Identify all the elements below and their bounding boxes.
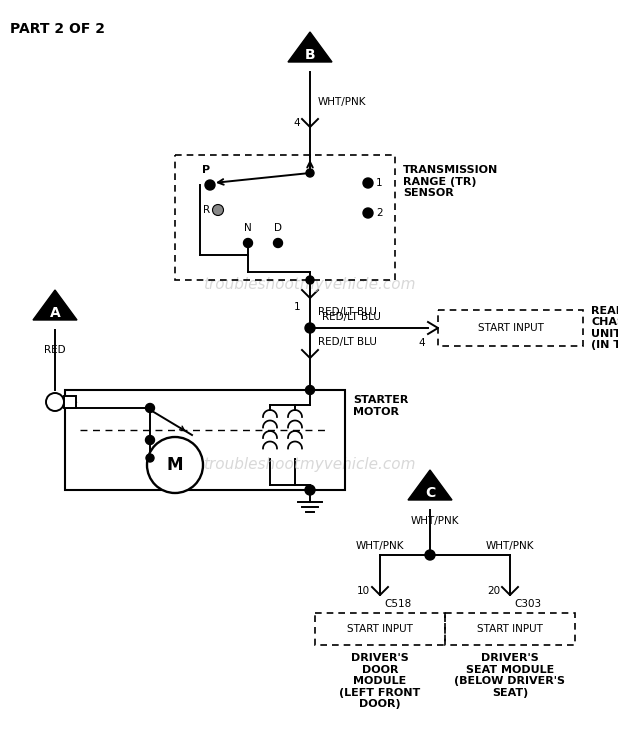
Circle shape xyxy=(306,169,314,177)
Polygon shape xyxy=(288,32,332,62)
Text: WHT/PNK: WHT/PNK xyxy=(356,541,404,551)
Bar xyxy=(65,390,345,490)
Text: DRIVER'S
SEAT MODULE
(BELOW DRIVER'S
SEAT): DRIVER'S SEAT MODULE (BELOW DRIVER'S SEA… xyxy=(454,653,565,698)
Text: TRANSMISSION
RANGE (TR)
SENSOR: TRANSMISSION RANGE (TR) SENSOR xyxy=(403,165,498,198)
Circle shape xyxy=(306,276,314,284)
Circle shape xyxy=(205,180,215,190)
Text: WHT/PNK: WHT/PNK xyxy=(411,516,459,526)
Circle shape xyxy=(305,386,315,394)
Bar xyxy=(64,396,76,408)
Text: troubleshootmyvehicle.com: troubleshootmyvehicle.com xyxy=(203,458,415,472)
Text: PART 2 OF 2: PART 2 OF 2 xyxy=(10,22,105,36)
Text: C303: C303 xyxy=(514,599,541,609)
Bar xyxy=(438,310,583,346)
Circle shape xyxy=(147,437,203,493)
Polygon shape xyxy=(408,470,452,500)
Text: 1: 1 xyxy=(294,302,300,312)
Text: troubleshootmyvehicle.com: troubleshootmyvehicle.com xyxy=(203,278,415,292)
Circle shape xyxy=(213,205,224,215)
Text: P: P xyxy=(202,165,210,175)
Circle shape xyxy=(363,178,373,188)
Bar xyxy=(175,155,395,280)
Circle shape xyxy=(274,238,282,248)
Text: RED: RED xyxy=(44,345,66,355)
Text: 4: 4 xyxy=(294,118,300,128)
Text: WHT/PNK: WHT/PNK xyxy=(318,97,366,107)
Circle shape xyxy=(146,454,154,462)
Polygon shape xyxy=(33,290,77,320)
Bar xyxy=(315,613,445,645)
Text: C: C xyxy=(425,486,435,500)
Circle shape xyxy=(305,485,315,495)
Text: D: D xyxy=(274,223,282,233)
Text: STARTER
MOTOR: STARTER MOTOR xyxy=(353,395,408,416)
Text: A: A xyxy=(49,306,61,320)
Text: RED/LT BLU: RED/LT BLU xyxy=(318,307,377,317)
Circle shape xyxy=(305,323,315,333)
Text: WHT/PNK: WHT/PNK xyxy=(486,541,534,551)
Text: RED/LT BLU: RED/LT BLU xyxy=(318,337,377,347)
Text: START INPUT: START INPUT xyxy=(477,624,543,634)
Text: REAR
CHASSIS
UNIT
(IN TRUNK): REAR CHASSIS UNIT (IN TRUNK) xyxy=(591,305,618,350)
Text: 4: 4 xyxy=(418,338,425,348)
Circle shape xyxy=(243,238,253,248)
Circle shape xyxy=(46,393,64,411)
Text: B: B xyxy=(305,48,315,62)
Text: START INPUT: START INPUT xyxy=(478,323,543,333)
Circle shape xyxy=(425,550,435,560)
Text: 1: 1 xyxy=(376,178,383,188)
Circle shape xyxy=(145,404,154,412)
Text: C518: C518 xyxy=(384,599,411,609)
Text: R: R xyxy=(203,205,210,215)
Text: M: M xyxy=(167,456,184,474)
Text: DRIVER'S
DOOR
MODULE
(LEFT FRONT
DOOR): DRIVER'S DOOR MODULE (LEFT FRONT DOOR) xyxy=(339,653,421,710)
Circle shape xyxy=(363,208,373,218)
Text: 20: 20 xyxy=(487,586,500,596)
Text: 10: 10 xyxy=(357,586,370,596)
Text: N: N xyxy=(244,223,252,233)
Text: 2: 2 xyxy=(376,208,383,218)
Circle shape xyxy=(145,436,154,445)
Bar xyxy=(445,613,575,645)
Text: RED/LT BLU: RED/LT BLU xyxy=(322,312,381,322)
Text: START INPUT: START INPUT xyxy=(347,624,413,634)
